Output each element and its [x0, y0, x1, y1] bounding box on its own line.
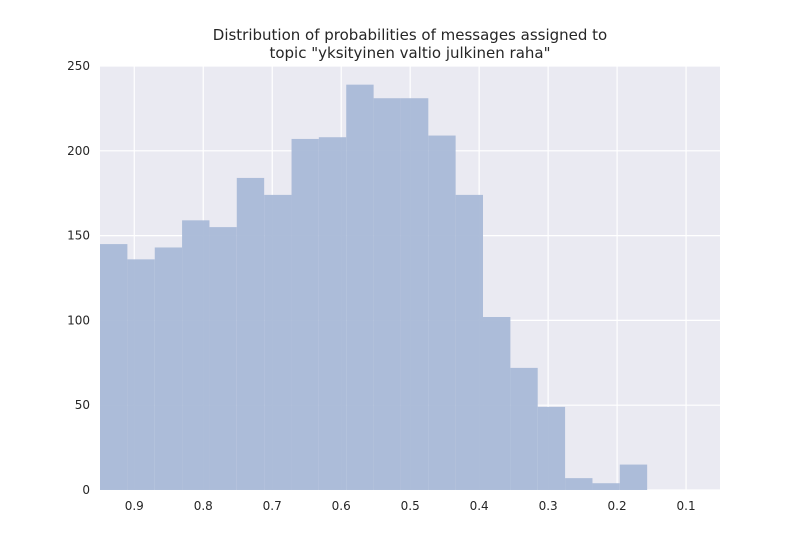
- histogram-bar: [483, 317, 511, 490]
- histogram-bar: [592, 483, 620, 490]
- chart-title-line-1: Distribution of probabilities of message…: [213, 26, 607, 44]
- histogram-bar: [236, 177, 265, 490]
- histogram-bar: [373, 98, 401, 490]
- histogram-bar: [565, 478, 593, 490]
- x-tick-label: 0.6: [332, 499, 351, 513]
- x-tick-label: 0.3: [539, 499, 558, 513]
- y-tick-label: 0: [82, 483, 90, 497]
- x-axis-ticks: 0.9 0.8 0.7 0.6 0.5 0.4 0.3 0.2 0.1: [125, 499, 696, 513]
- histogram-bar: [182, 220, 210, 490]
- histogram-bar: [619, 464, 648, 490]
- histogram-bar: [455, 194, 484, 490]
- histogram-bar: [100, 244, 128, 490]
- histogram-bar: [264, 194, 292, 490]
- chart-title-line-2: topic "yksityinen valtio julkinen raha": [269, 44, 550, 62]
- histogram-bar: [346, 84, 374, 490]
- histogram-bar: [209, 227, 237, 490]
- x-tick-label: 0.1: [677, 499, 696, 513]
- x-tick-label: 0.2: [608, 499, 627, 513]
- x-tick-label: 0.9: [125, 499, 144, 513]
- y-axis-ticks: 0 50 100 150 200 250: [67, 59, 90, 497]
- histogram-bar: [127, 259, 155, 490]
- x-tick-label: 0.7: [263, 499, 282, 513]
- y-tick-label: 250: [67, 59, 90, 73]
- x-tick-label: 0.4: [470, 499, 489, 513]
- histogram-bar: [318, 137, 347, 490]
- histogram-bar: [154, 247, 183, 490]
- y-tick-label: 50: [75, 398, 90, 412]
- histogram-bar: [291, 138, 319, 491]
- y-tick-label: 100: [67, 313, 90, 327]
- histogram-bar: [510, 367, 538, 490]
- histogram-bar: [537, 406, 566, 490]
- x-tick-label: 0.5: [401, 499, 420, 513]
- y-tick-label: 150: [67, 229, 90, 243]
- histogram-bar: [400, 98, 429, 490]
- x-tick-label: 0.8: [194, 499, 213, 513]
- histogram-bar: [428, 135, 456, 490]
- histogram-bars: [100, 84, 648, 491]
- y-tick-label: 200: [67, 144, 90, 158]
